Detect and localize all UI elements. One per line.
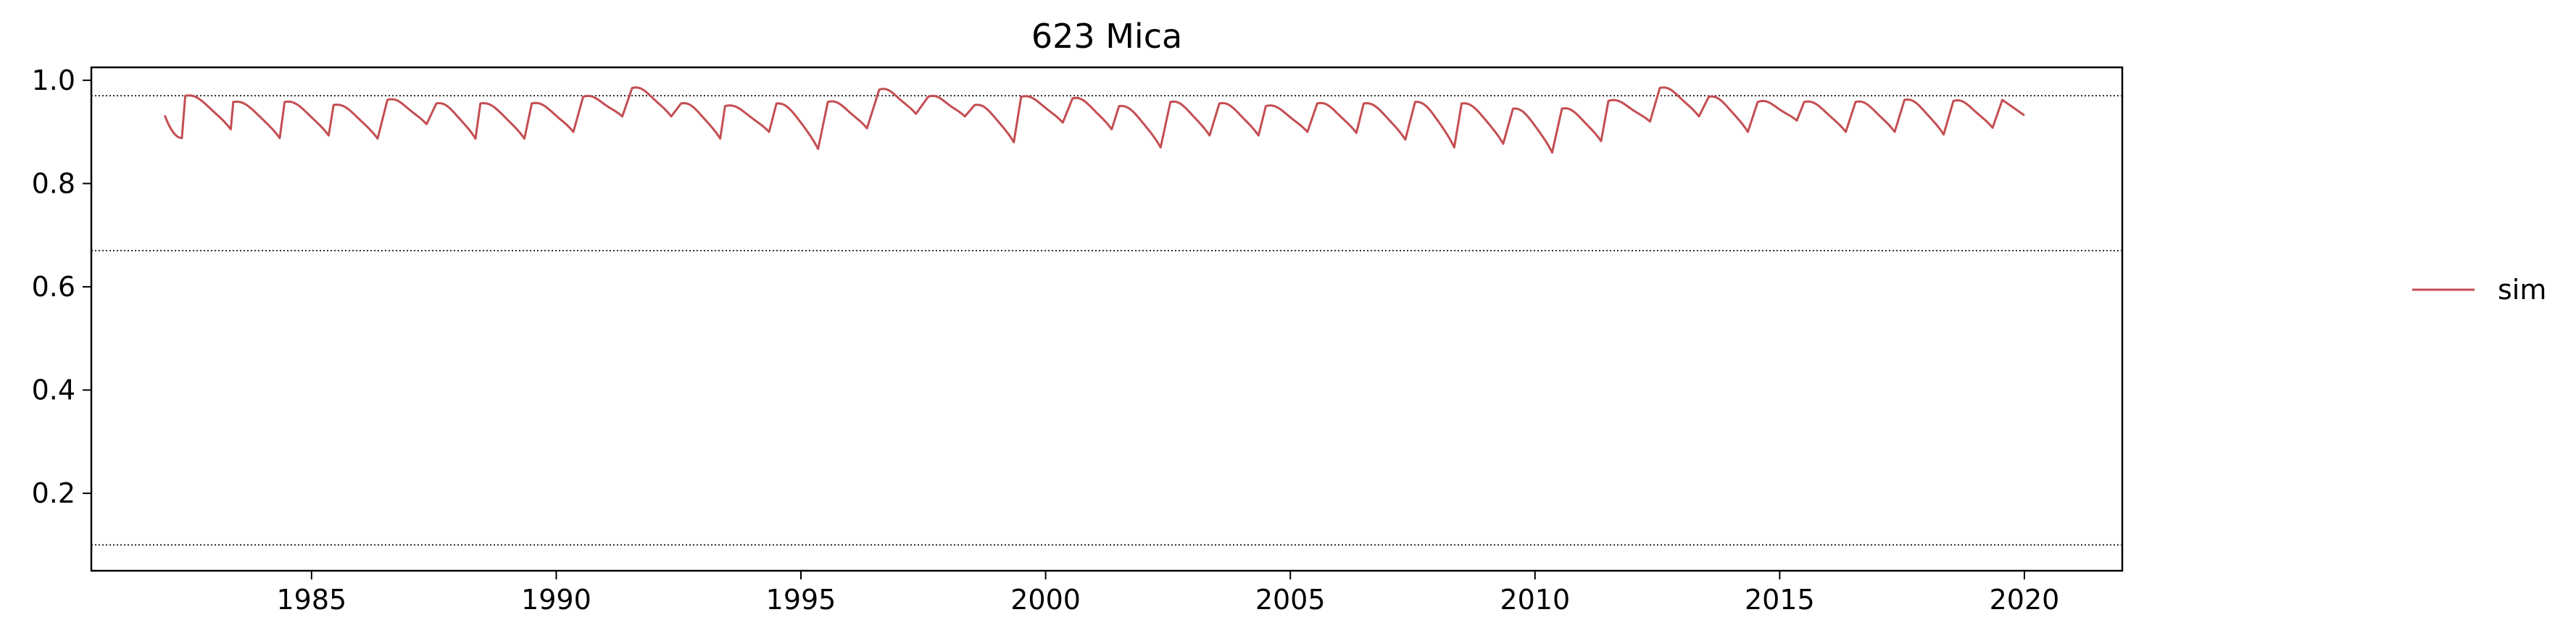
x-tick-label: 2015 bbox=[1745, 584, 1815, 616]
series-layer bbox=[163, 86, 2025, 154]
x-tick-label: 1985 bbox=[276, 584, 346, 616]
reference-lines bbox=[91, 95, 2122, 546]
legend-label-sim: sim bbox=[2498, 274, 2546, 306]
x-tick-label: 2010 bbox=[1500, 584, 1570, 616]
series-line-sim bbox=[163, 86, 2025, 154]
y-tick-label: 0.4 bbox=[32, 374, 75, 406]
chart-title: 623 Mica bbox=[1031, 17, 1182, 56]
legend: sim bbox=[2412, 274, 2546, 306]
x-tick-label: 2000 bbox=[1010, 584, 1081, 616]
x-tick-label: 1995 bbox=[766, 584, 836, 616]
plot-frame bbox=[90, 66, 2124, 572]
x-tick-label: 2005 bbox=[1255, 584, 1326, 616]
x-tick-label: 2020 bbox=[1990, 584, 2060, 616]
y-tick-label: 0.6 bbox=[32, 271, 75, 303]
y-tick-label: 1.0 bbox=[32, 64, 75, 96]
y-tick-label: 0.8 bbox=[32, 167, 75, 199]
plot-area bbox=[90, 66, 2124, 572]
y-axis: 0.2 0.4 0.6 0.8 1.0 bbox=[32, 64, 91, 509]
y-tick-label: 0.2 bbox=[32, 477, 75, 509]
x-tick-label: 1990 bbox=[521, 584, 591, 616]
x-axis: 1985 1990 1995 2000 2005 2010 2015 2020 bbox=[276, 571, 2059, 616]
